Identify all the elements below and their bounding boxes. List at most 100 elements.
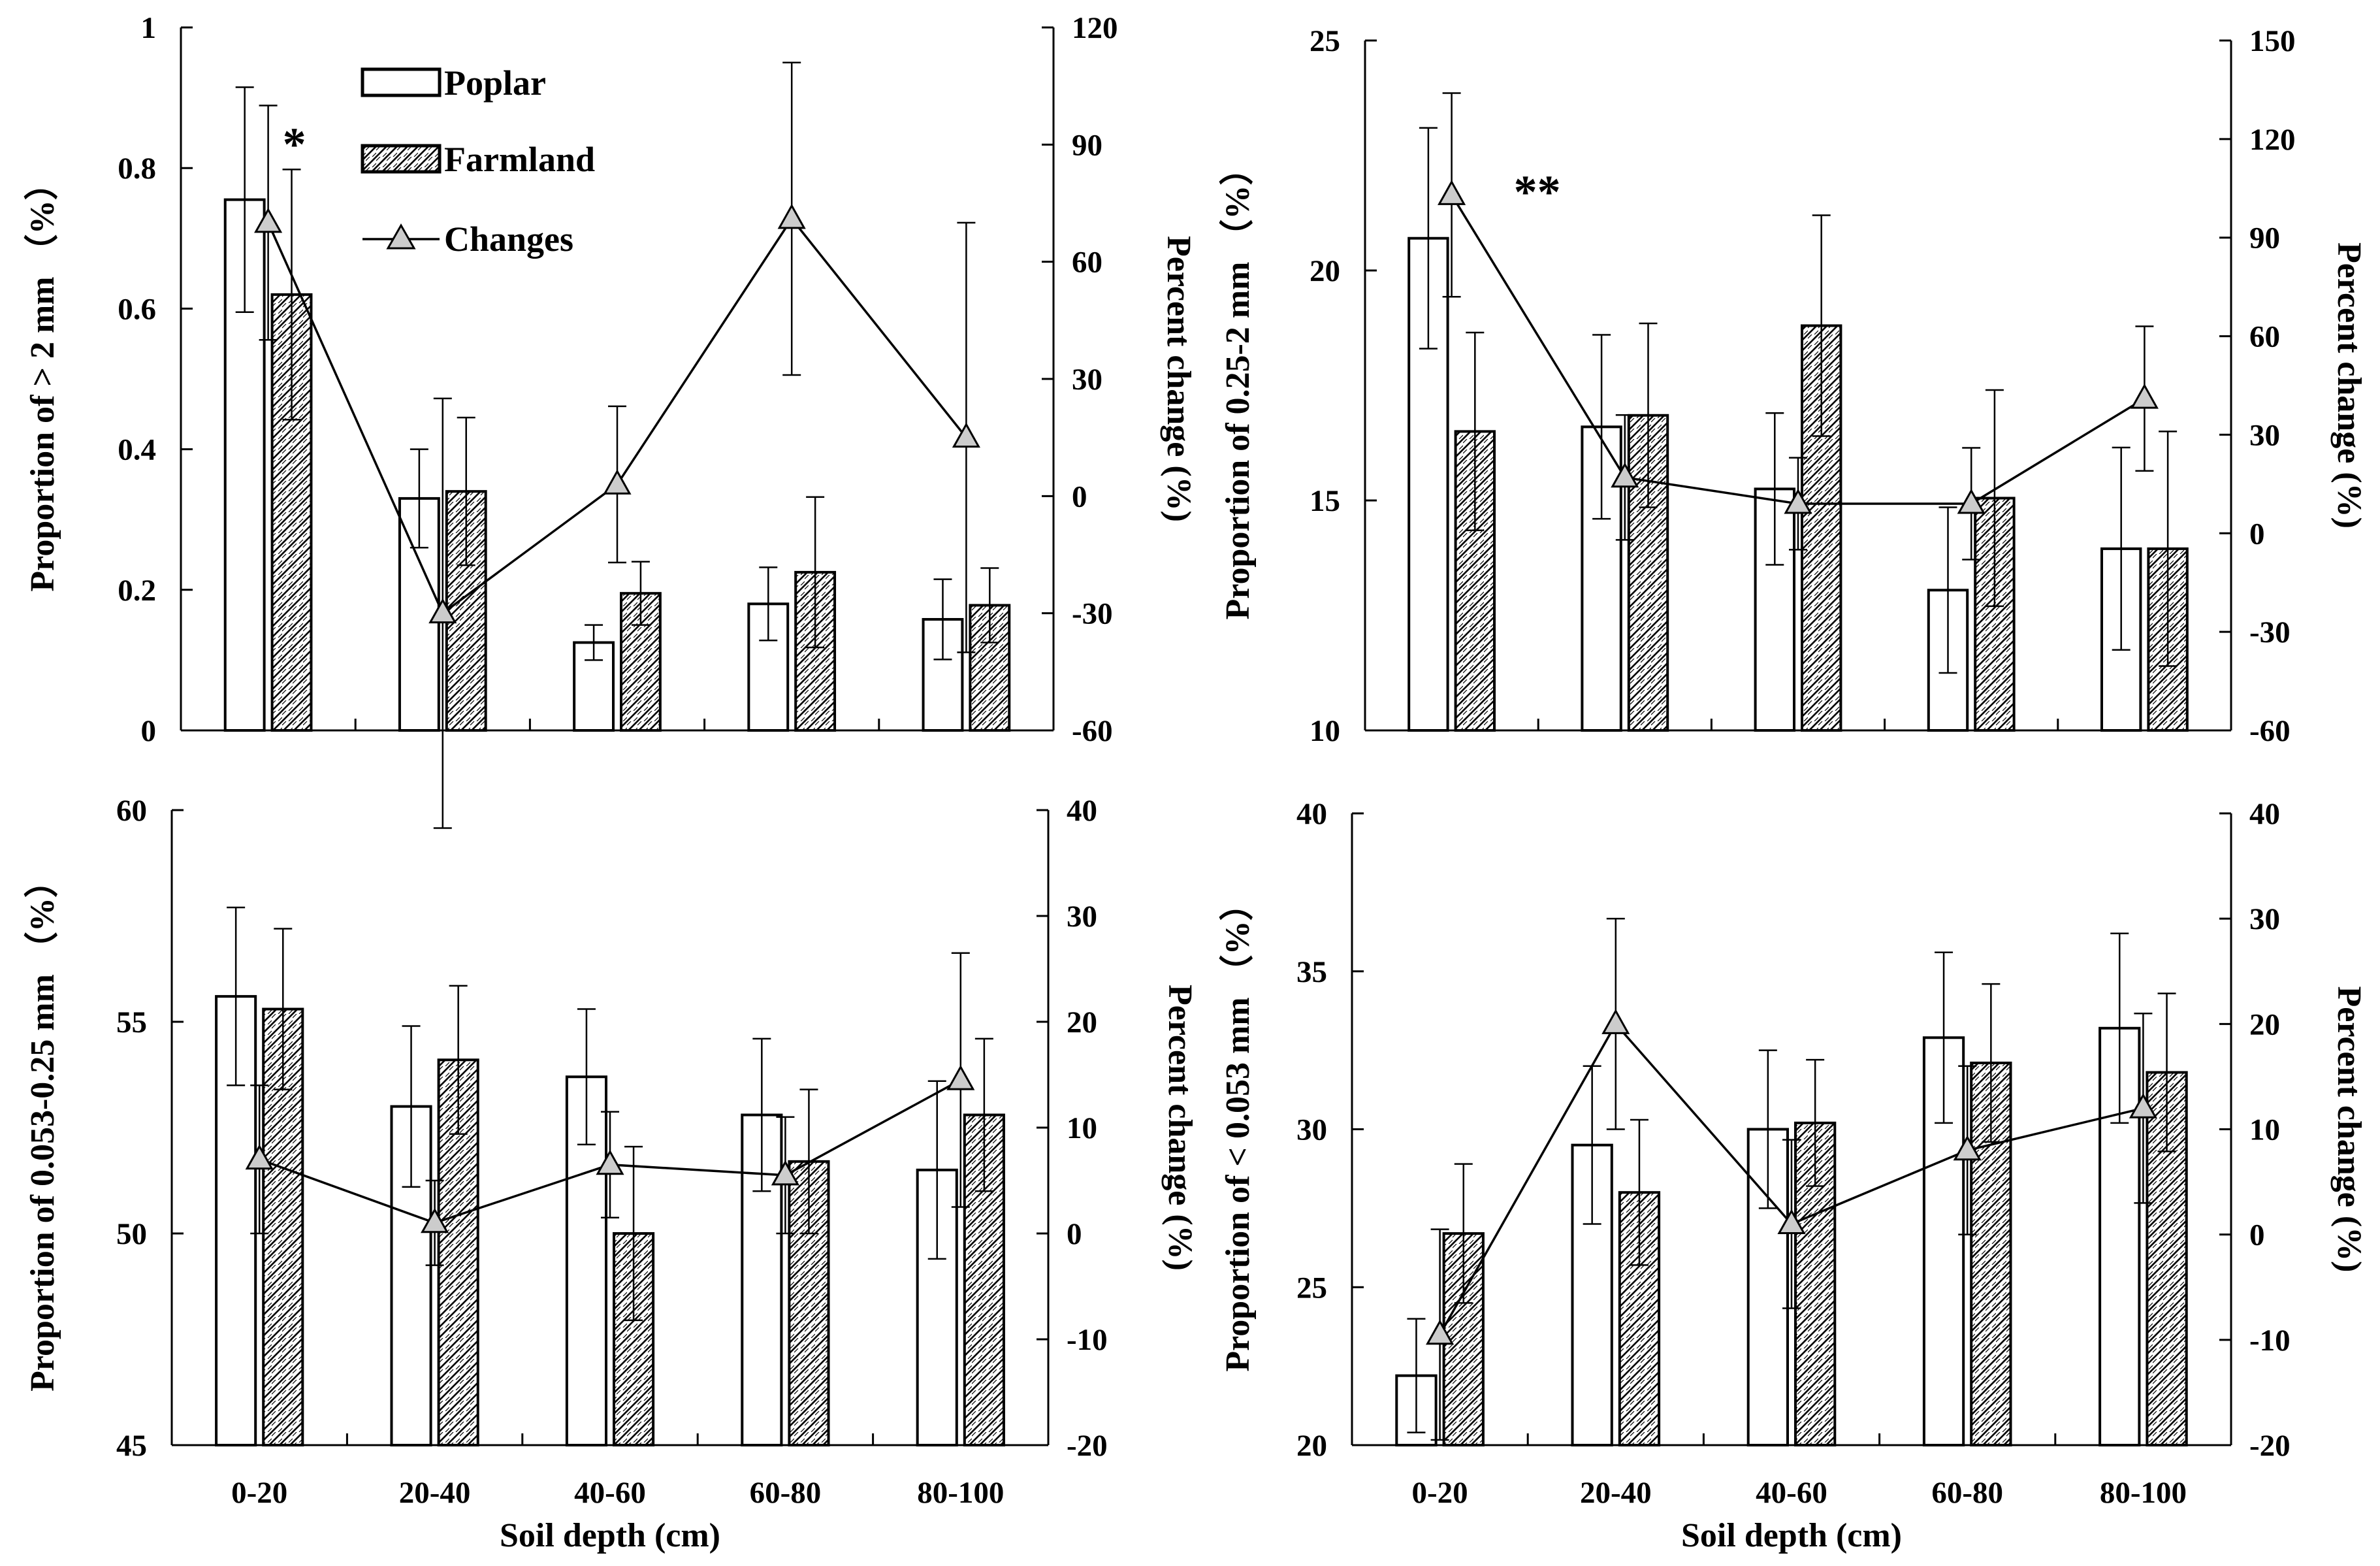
panel-d-y2tick-label: 40 [2249,797,2280,831]
panel-a-y2tick-label: 0 [1072,480,1087,514]
panel-a-y2tick-label: 90 [1072,128,1102,162]
panel-c-changes-marker [596,1149,624,1175]
panel-c-xtick-label: 60-80 [750,1476,822,1510]
panel-b-y2tick-label: 30 [2249,418,2280,452]
panel-d-ytick-label: 30 [1296,1113,1327,1147]
legend: Poplar Farmland Changes [361,63,595,259]
panel-b-y2tick-label: 0 [2249,517,2265,551]
panel-a-y-axis-title: Proportion of > 2 mm （%） [24,166,61,591]
panel-b-y2tick-label: 90 [2249,221,2280,255]
panel-c-ytick-label: 55 [116,1005,147,1039]
panel-a-changes-marker [254,207,283,233]
panel-b-changes-marker [1438,180,1466,205]
panel-c-changes-marker [771,1160,799,1186]
panel-b-y2tick-label: 150 [2249,24,2296,58]
panel-c-y-axis-title: Proportion of 0.053-0.25 mm （%） [24,864,61,1392]
panel-b-y2tick-label: 60 [2249,320,2280,354]
panel-d-ytick-label: 40 [1296,797,1327,831]
panel-d-ytick-label: 25 [1296,1271,1327,1305]
panel-b-changes-marker [1957,488,1986,514]
panel-c-ytick-label: 60 [116,794,147,828]
panel-a-significance-marker: * [283,118,306,171]
panel-b-ytick-label: 20 [1310,254,1340,288]
panel-a-ytick-label: 0.2 [118,574,156,608]
panel-d-y2tick-label: -10 [2249,1324,2291,1358]
panel-c-y2tick-label: 40 [1067,794,1097,828]
panel-c-y2-axis-title: Percent change (%) [1161,985,1198,1271]
panel-d-changes-marker [1426,1319,1455,1345]
panel-a-changes-marker [603,469,632,495]
panel-d-x-axis-title: Soil depth (cm) [1681,1517,1902,1554]
panel-a-y2tick-label: 30 [1072,363,1102,397]
panel-c-xtick-label: 40-60 [574,1476,646,1510]
panel-c-xtick-label: 0-20 [231,1476,287,1510]
panel-d-y2tick-label: -20 [2249,1429,2291,1463]
panel-b-ytick-label: 25 [1310,24,1340,58]
panel-d-xtick-label: 0-20 [1412,1476,1468,1510]
panel-a-bar-poplar [573,641,615,732]
panel-d-y2tick-label: 20 [2249,1007,2280,1041]
panel-c-y2tick-label: 20 [1067,1005,1097,1039]
panel-c-bar-farmland [262,1007,304,1447]
panel-b-y2tick-label: -60 [2249,714,2291,748]
panel-b-y-axis-title: Proportion of 0.25-2 mm （%） [1219,152,1257,620]
panel-c-xtick-label: 80-100 [917,1476,1004,1510]
panel-d-ytick-label: 20 [1296,1429,1327,1463]
panel-a-y2tick-label: 60 [1072,246,1102,280]
panel-c-y2tick-label: -10 [1067,1323,1108,1357]
panel-c-ytick-label: 45 [116,1429,147,1463]
panel-b-y2tick-label: -30 [2249,615,2291,649]
legend-label-poplar: Poplar [444,63,546,103]
panel-d-y2tick-label: 0 [2249,1218,2265,1252]
panel-b-y2-axis-title: Percent change (%) [2330,242,2368,529]
panel-c-changes-marker [245,1144,274,1170]
legend-label-changes: Changes [444,220,573,259]
panel-a-ytick-label: 0 [141,714,157,748]
panel-d-y2tick-label: 30 [2249,902,2280,936]
panel-c-chart: 45 50 55 60 -20 -10 0 10 20 30 40 0-20 20-40 40-60 60-… [24,794,1198,1554]
panel-c-changes-marker [946,1065,975,1090]
panel-a-y2tick-label: -60 [1072,714,1113,748]
panel-d-changes-marker [1601,1009,1630,1034]
panel-c-x-axis-title: Soil depth (cm) [500,1517,720,1554]
legend-marker-changes [386,223,416,250]
panel-a-ytick-label: 0.6 [118,292,156,326]
panel-b-significance-marker: ** [1514,166,1561,218]
panel-c-y2tick-label: -20 [1067,1429,1108,1463]
panel-b-ytick-label: 10 [1310,714,1340,748]
panel-a-chart: 0 0.2 0.4 0.6 0.8 1 -60 -30 0 30 60 90 120 Proportion… [24,11,1197,829]
panel-b-bar-poplar [1407,237,1449,732]
panel-d-y2tick-label: 10 [2249,1113,2280,1147]
panel-d-xtick-label: 80-100 [2100,1476,2187,1510]
panel-a-bar-farmland [270,293,313,732]
panel-b-y2tick-label: 120 [2249,123,2296,157]
panel-a-y2-axis-title: Percent change (%) [1160,236,1197,522]
panel-c-ytick-label: 50 [116,1217,147,1251]
panel-d-changes-marker [1777,1209,1806,1235]
panel-c-changes-marker [421,1207,449,1233]
panel-b-chart: 10 15 20 25 -60 -30 0 30 60 90 120 150 Proportion of… [1219,24,2368,748]
panel-d-y2-axis-title: Percent change (%) [2330,986,2368,1272]
panel-c-xtick-label: 20-40 [399,1476,471,1510]
panel-b-changes-marker [1611,462,1639,488]
panel-a-y2tick-label: 120 [1072,11,1118,45]
panel-c-y2tick-label: 10 [1067,1111,1097,1145]
panel-b-changes-marker [1784,488,1812,514]
panel-c-y2tick-label: 30 [1067,900,1097,934]
panel-d-bar-farmland [1970,1061,2012,1446]
panel-a-changes-marker [952,422,980,448]
panel-d-xtick-label: 20-40 [1580,1476,1652,1510]
panel-b-ytick-label: 15 [1310,484,1340,518]
panel-d-xtick-label: 60-80 [1931,1476,2003,1510]
panel-a-ytick-label: 0.4 [118,433,156,467]
panel-d-ytick-label: 35 [1296,955,1327,989]
panel-a-y2tick-label: -30 [1072,597,1113,631]
panel-d-y-axis-title: Proportion of < 0.053 mm （%） [1219,887,1257,1371]
legend-swatch-poplar [361,67,442,97]
panel-c-y2tick-label: 0 [1067,1217,1082,1251]
legend-swatch-farmland [361,144,442,174]
panel-d-bar-poplar [1922,1036,1965,1447]
panel-a-changes-marker [428,598,457,624]
panel-a-ytick-label: 1 [141,11,157,45]
